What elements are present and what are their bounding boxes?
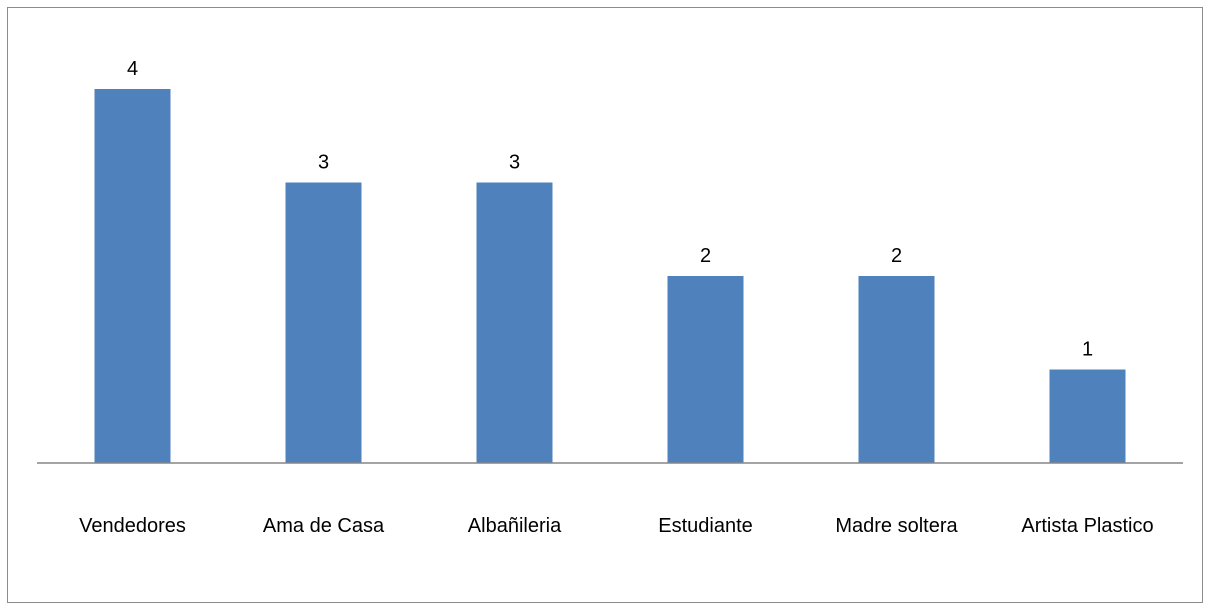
- data-label-3: 3: [509, 152, 520, 174]
- data-labels-layer: 4 3 3 2 2 1: [127, 58, 1093, 361]
- bar-5: [858, 276, 935, 463]
- data-label-6: 1: [1082, 339, 1093, 361]
- x-tick-label-6: Artista Plastico: [1021, 515, 1153, 537]
- x-tick-labels-layer: Vendedores Ama de Casa Albañileria Estudian…: [79, 515, 1154, 537]
- bar-2: [285, 182, 362, 463]
- x-tick-label-5: Madre soltera: [835, 515, 958, 537]
- chart-frame: [7, 7, 1203, 603]
- bars-layer: [94, 89, 1126, 463]
- bar-3: [476, 182, 553, 463]
- x-tick-label-3: Albañileria: [468, 515, 562, 537]
- bar-6: [1049, 369, 1126, 463]
- data-label-5: 2: [891, 245, 902, 267]
- bar-4: [667, 276, 744, 463]
- bar-1: [94, 89, 171, 463]
- x-tick-label-1: Vendedores: [79, 515, 186, 537]
- data-label-2: 3: [318, 152, 329, 174]
- x-tick-label-2: Ama de Casa: [263, 515, 385, 537]
- data-label-1: 4: [127, 58, 138, 80]
- data-label-4: 2: [700, 245, 711, 267]
- x-tick-label-4: Estudiante: [658, 515, 753, 537]
